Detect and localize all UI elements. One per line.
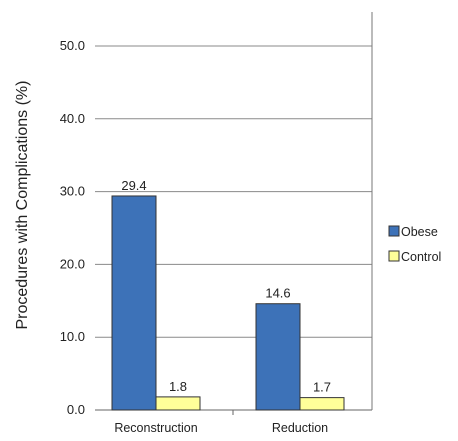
data-label: 14.6 xyxy=(265,286,290,301)
legend-label-control: Control xyxy=(401,250,441,264)
legend: Obese Control xyxy=(388,225,441,264)
x-tick-label: Reduction xyxy=(272,421,328,435)
y-tick-label: 40.0 xyxy=(60,111,85,126)
y-tick-label: 10.0 xyxy=(60,329,85,344)
y-tick-label: 20.0 xyxy=(60,256,85,271)
data-label: 29.4 xyxy=(121,178,146,193)
data-labels: 29.4 1.8 14.6 1.7 xyxy=(121,178,331,395)
legend-swatch-control xyxy=(388,250,400,262)
x-tick-label: Reconstruction xyxy=(114,421,197,435)
legend-label-obese: Obese xyxy=(401,225,438,239)
bar-obese-reduction xyxy=(255,303,301,411)
data-label: 1.7 xyxy=(313,380,331,395)
bar-control-reconstruction xyxy=(155,396,201,411)
y-tick-label: 50.0 xyxy=(60,38,85,53)
legend-swatch-obese xyxy=(388,225,400,237)
bar-obese-reconstruction xyxy=(111,195,157,411)
bar-control-reduction xyxy=(299,397,345,411)
y-tick-labels: 0.0 10.0 20.0 30.0 40.0 50.0 xyxy=(60,38,85,417)
y-tick-label: 0.0 xyxy=(67,402,85,417)
data-label: 1.8 xyxy=(169,379,187,394)
y-tick-label: 30.0 xyxy=(60,184,85,199)
y-axis-label: Procedures with Complications (%) xyxy=(14,81,31,330)
bars xyxy=(111,195,345,411)
category-labels: Reconstruction Reduction xyxy=(114,421,328,435)
